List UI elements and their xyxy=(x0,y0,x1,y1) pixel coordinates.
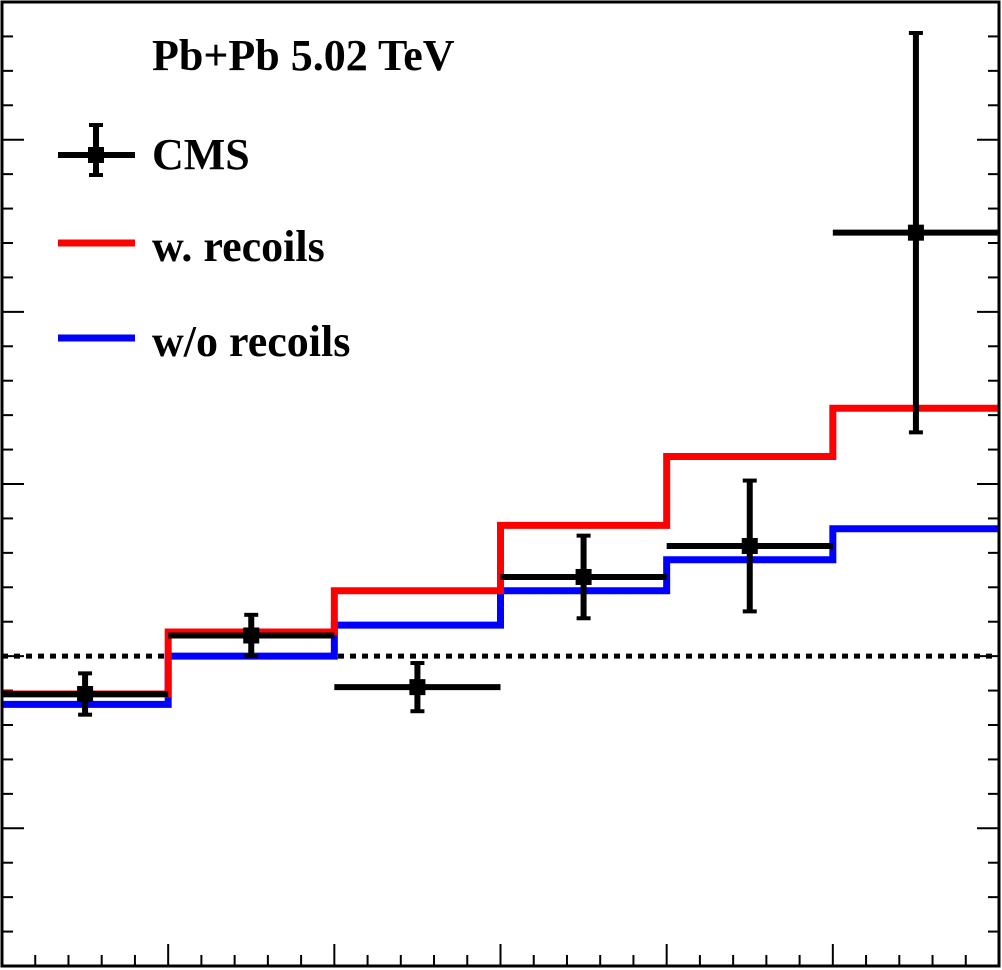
data-point xyxy=(168,612,335,659)
histogram-series-group xyxy=(2,404,999,708)
data-point xyxy=(2,671,169,717)
chart-title: Pb+Pb 5.02 TeV xyxy=(152,31,455,80)
point-marker xyxy=(77,686,94,703)
point-marker xyxy=(409,679,426,696)
cms-points-group xyxy=(2,30,999,717)
data-point xyxy=(500,533,667,621)
point-marker xyxy=(907,224,924,241)
data-point xyxy=(334,661,501,714)
histogram-w-recoils xyxy=(2,404,999,698)
point-marker xyxy=(575,568,592,585)
data-point xyxy=(666,478,833,614)
legend-label-w-o-recoils: w/o recoils xyxy=(152,317,350,366)
data-point xyxy=(832,30,999,435)
legend: Pb+Pb 5.02 TeV CMS w. recoils w/o recoils xyxy=(58,31,455,366)
point-marker xyxy=(741,537,758,554)
point-marker xyxy=(243,627,260,644)
legend-label-cms: CMS xyxy=(152,130,250,179)
legend-marker-point xyxy=(88,147,104,163)
legend-label-w-recoils: w. recoils xyxy=(152,222,325,271)
